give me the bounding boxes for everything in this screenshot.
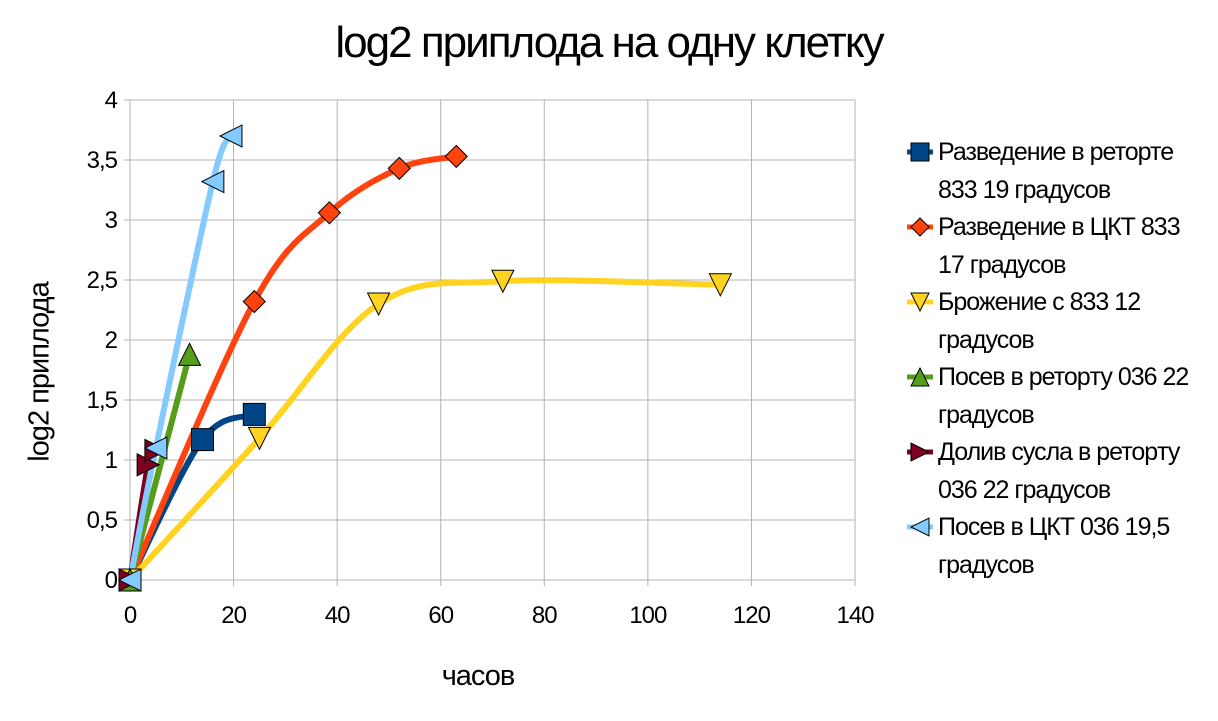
y-tick-label: 0,5 (87, 507, 118, 534)
series-markers (117, 124, 733, 593)
legend-label: Разведение в ЦКТ 833 17 градусов (938, 213, 1181, 279)
series-line-6 (127, 133, 234, 583)
series-3-point-3 (366, 292, 391, 317)
legend-key-2 (907, 217, 933, 237)
y-tick-label: 0 (105, 567, 118, 594)
legend-key-marker (910, 442, 931, 462)
x-tick-label: 60 (428, 602, 453, 629)
legend-entry: Долив сусла в ретоpту 036 22 градусов (905, 434, 1205, 509)
series-3-point-4 (491, 269, 515, 294)
series-6-point-2 (143, 436, 168, 460)
legend-key-1 (907, 142, 933, 162)
series-6-point-4 (218, 124, 243, 148)
y-tick-label: 1,5 (87, 387, 118, 414)
series-6-point-3 (200, 169, 225, 194)
series-1-point-3 (242, 402, 266, 426)
legend-key-marker (910, 217, 930, 237)
legend-entry: Разведение в реторте 833 19 градусов (905, 134, 1205, 209)
legend-entry: Брожение с 833 12 градусов (905, 284, 1205, 359)
legend-label: Долив сусла в ретоpту 036 22 градусов (938, 438, 1180, 504)
series-1-point-2 (191, 428, 214, 452)
legend-key-5 (907, 442, 933, 462)
y-tick-label: 1 (105, 447, 118, 474)
legend-key-marker (910, 142, 930, 162)
legend-label: Посев в ретоpту 036 22 градусов (938, 363, 1189, 429)
legend-label: Разведение в реторте 833 19 градусов (938, 138, 1174, 204)
legend-entry: Разведение в ЦКТ 833 17 градусов (905, 209, 1205, 284)
y-tick-label: 2 (105, 327, 118, 354)
legend-key-3 (907, 292, 933, 313)
series-2-point-4 (387, 156, 411, 181)
legend-label: Посев в ЦКТ 036 19,5 градусов (938, 513, 1170, 579)
series-2-point-2 (242, 289, 266, 314)
grid-lines (129, 99, 856, 581)
x-tick-label: 120 (733, 602, 771, 629)
y-tick-label: 3,5 (87, 147, 118, 174)
legend-entry: Посев в ретоpту 036 22 градусов (905, 359, 1205, 434)
y-axis-label: log2 приплода (23, 282, 56, 462)
axes: 0 20 40 60 80 100 120 140 0 0,5 1 1,5 2 2,5 3 3,5 4 (87, 87, 876, 629)
legend-key-marker (910, 366, 930, 387)
series-line-3 (127, 277, 724, 583)
series-3-point-2 (247, 426, 272, 451)
x-axis-label: часов (441, 660, 516, 692)
series-4-point-2 (177, 342, 202, 366)
series-2-point-3 (317, 201, 342, 225)
x-tick-label: 20 (221, 602, 246, 629)
y-tick-label: 3 (105, 207, 118, 234)
legend: Разведение в реторте 833 19 градусов Разв… (905, 134, 1205, 584)
x-tick-label: 40 (325, 602, 350, 629)
chart-title: log2 приплода на одну клетку (335, 18, 884, 67)
legend-label: Брожение с 833 12 градусов (938, 288, 1141, 354)
series-2-point-5 (444, 144, 468, 169)
legend-key-4 (907, 366, 933, 387)
series-lines (127, 133, 724, 583)
series-3-point-5 (708, 273, 733, 297)
x-tick-label: 100 (629, 602, 667, 629)
legend-key-6 (907, 517, 933, 537)
y-tick-label: 2,5 (87, 267, 118, 294)
legend-key-marker (909, 517, 930, 537)
y-tick-label: 4 (105, 87, 118, 114)
series-6-point-1 (117, 568, 142, 592)
legend-entry: Посев в ЦКТ 036 19,5 градусов (905, 509, 1205, 584)
legend-key-marker (910, 292, 930, 313)
x-tick-label: 0 (124, 602, 137, 629)
x-tick-label: 140 (836, 602, 874, 629)
x-tick-label: 80 (532, 602, 557, 629)
